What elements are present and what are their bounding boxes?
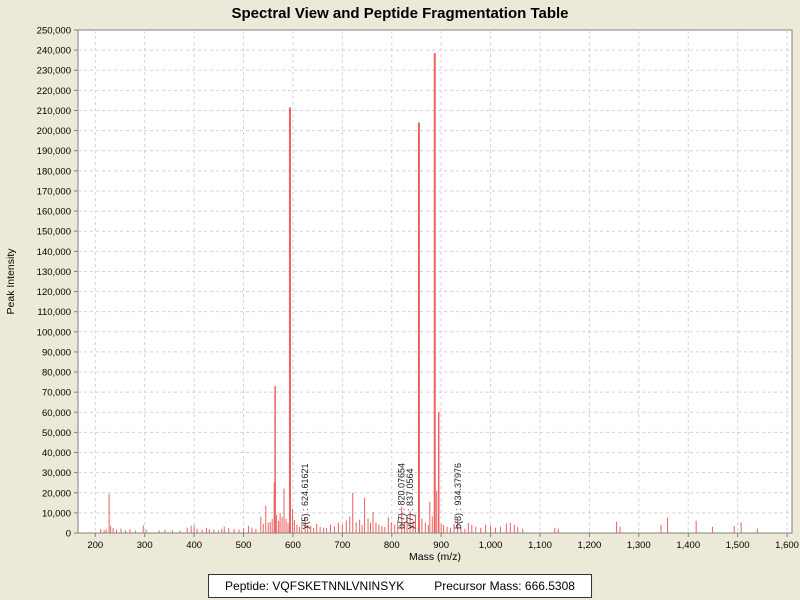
y-tick-label: 80,000: [42, 368, 71, 379]
y-tick-label: 60,000: [42, 408, 71, 419]
y-tick-label: 10,000: [42, 508, 71, 519]
y-tick-label: 250,000: [37, 26, 71, 37]
peptide-info-box: Peptide: VQFSKETNNLVNINSYK Precursor Mas…: [208, 574, 592, 598]
y-tick-label: 240,000: [37, 46, 71, 57]
chart-title: Spectral View and Peptide Fragmentation …: [231, 5, 569, 22]
x-tick-label: 1,300: [627, 540, 651, 551]
y-tick-label: 100,000: [37, 327, 71, 338]
x-tick-label: 400: [186, 540, 202, 551]
y-tick-label: 90,000: [42, 347, 71, 358]
y-tick-label: 170,000: [37, 186, 71, 197]
x-tick-label: 1,500: [726, 540, 750, 551]
y-tick-label: 30,000: [42, 468, 71, 479]
x-tick-label: 1,200: [578, 540, 602, 551]
x-tick-label: 800: [384, 540, 400, 551]
x-tick-label: 1,600: [775, 540, 799, 551]
y-tick-label: 40,000: [42, 448, 71, 459]
y-tick-label: 230,000: [37, 66, 71, 77]
x-tick-label: 900: [433, 540, 449, 551]
y-tick-label: 150,000: [37, 227, 71, 238]
y-tick-label: 110,000: [37, 307, 71, 318]
y-tick-label: 120,000: [37, 287, 71, 298]
x-tick-label: 1,000: [479, 540, 503, 551]
y-tick-label: 0: [66, 529, 71, 540]
y-tick-label: 210,000: [37, 106, 71, 117]
x-tick-label: 600: [285, 540, 301, 551]
fragment-annotation: y(5) : 624.61621: [300, 463, 310, 529]
y-tick-label: 70,000: [42, 388, 71, 399]
x-tick-label: 500: [236, 540, 252, 551]
fragment-annotation: b(8) : 934.37976: [453, 463, 463, 529]
y-tick-label: 140,000: [37, 247, 71, 258]
y-tick-label: 190,000: [37, 146, 71, 157]
y-tick-label: 160,000: [37, 207, 71, 218]
x-tick-label: 200: [87, 540, 103, 551]
fragment-annotation: b(7) : 820.07654: [397, 463, 407, 529]
precursor-mass-label: Precursor Mass: 666.5308: [434, 579, 575, 593]
x-tick-label: 1,400: [676, 540, 700, 551]
fragment-annotation: y(7) : 837.0564: [405, 468, 415, 529]
y-tick-label: 50,000: [42, 428, 71, 439]
y-tick-label: 220,000: [37, 86, 71, 97]
y-tick-label: 180,000: [37, 166, 71, 177]
y-tick-label: 130,000: [37, 267, 71, 278]
y-tick-label: 20,000: [42, 488, 71, 499]
peptide-sequence-label: Peptide: VQFSKETNNLVNINSYK: [225, 579, 405, 593]
x-tick-label: 300: [137, 540, 153, 551]
x-axis-title: Mass (m/z): [409, 551, 461, 563]
y-axis-title: Peak Intensity: [5, 248, 17, 315]
x-tick-label: 1,100: [528, 540, 552, 551]
spectral-plot: 0 10,000 20,000 30,000 40,000 50,000 60,000 70,…: [5, 26, 799, 564]
y-tick-label: 200,000: [37, 126, 71, 137]
x-tick-label: 700: [334, 540, 350, 551]
